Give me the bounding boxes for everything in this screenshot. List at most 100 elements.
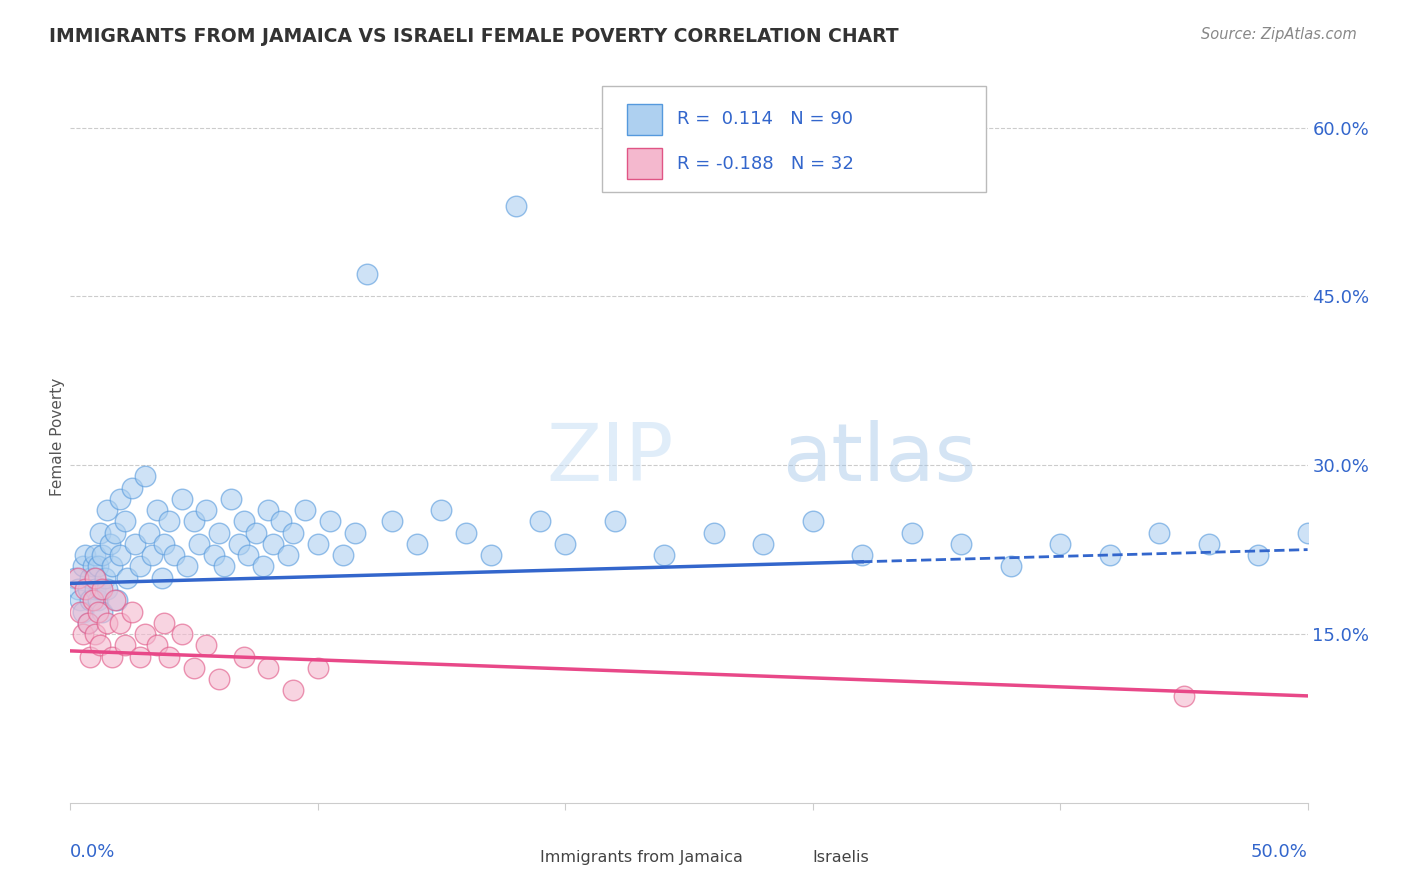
Point bbox=[79, 649, 101, 664]
Point bbox=[69, 593, 91, 607]
Point bbox=[91, 605, 114, 619]
Point bbox=[96, 503, 118, 517]
Y-axis label: Female Poverty: Female Poverty bbox=[49, 378, 65, 496]
Point bbox=[84, 571, 107, 585]
Point bbox=[307, 537, 329, 551]
Point bbox=[1247, 548, 1270, 562]
Point bbox=[294, 503, 316, 517]
Point bbox=[101, 559, 124, 574]
Point bbox=[86, 559, 108, 574]
Point bbox=[343, 525, 366, 540]
Point bbox=[89, 638, 111, 652]
Point bbox=[456, 525, 478, 540]
Point bbox=[121, 481, 143, 495]
Point bbox=[851, 548, 873, 562]
Point bbox=[66, 571, 89, 585]
Point bbox=[76, 615, 98, 630]
Point bbox=[96, 615, 118, 630]
Point bbox=[270, 515, 292, 529]
Point bbox=[153, 537, 176, 551]
Point bbox=[79, 571, 101, 585]
Point bbox=[138, 525, 160, 540]
Point bbox=[232, 515, 254, 529]
Point bbox=[277, 548, 299, 562]
Point bbox=[108, 548, 131, 562]
Point bbox=[183, 661, 205, 675]
Point bbox=[1000, 559, 1022, 574]
Point bbox=[801, 515, 824, 529]
Point bbox=[76, 615, 98, 630]
Point bbox=[554, 537, 576, 551]
Point bbox=[238, 548, 260, 562]
Point bbox=[307, 661, 329, 675]
Point bbox=[281, 683, 304, 698]
Point bbox=[153, 615, 176, 630]
Point bbox=[82, 559, 104, 574]
Point bbox=[76, 582, 98, 596]
Point bbox=[75, 582, 97, 596]
Point bbox=[430, 503, 453, 517]
Point bbox=[163, 548, 186, 562]
Point bbox=[146, 503, 169, 517]
Point bbox=[319, 515, 342, 529]
Point bbox=[91, 548, 114, 562]
Point bbox=[69, 605, 91, 619]
Point bbox=[121, 605, 143, 619]
Point bbox=[202, 548, 225, 562]
Point bbox=[195, 638, 218, 652]
Point bbox=[1049, 537, 1071, 551]
Point bbox=[257, 503, 280, 517]
Point bbox=[108, 491, 131, 506]
Point bbox=[89, 525, 111, 540]
Point bbox=[134, 469, 156, 483]
Point bbox=[104, 525, 127, 540]
Point bbox=[195, 503, 218, 517]
Point bbox=[86, 593, 108, 607]
Point bbox=[262, 537, 284, 551]
Point bbox=[245, 525, 267, 540]
Point bbox=[72, 559, 94, 574]
Text: ZIP: ZIP bbox=[547, 420, 673, 498]
Point bbox=[1098, 548, 1121, 562]
Point bbox=[183, 515, 205, 529]
Point bbox=[170, 491, 193, 506]
Point bbox=[252, 559, 274, 574]
Point bbox=[128, 559, 150, 574]
Point bbox=[84, 571, 107, 585]
Point bbox=[381, 515, 404, 529]
Point bbox=[257, 661, 280, 675]
Point bbox=[128, 649, 150, 664]
Point bbox=[98, 537, 121, 551]
Point bbox=[82, 593, 104, 607]
Point bbox=[96, 582, 118, 596]
Point bbox=[603, 515, 626, 529]
Point bbox=[1173, 689, 1195, 703]
Point bbox=[150, 571, 173, 585]
Point bbox=[114, 638, 136, 652]
Point bbox=[84, 627, 107, 641]
Point bbox=[188, 537, 211, 551]
Text: 50.0%: 50.0% bbox=[1251, 843, 1308, 861]
Point bbox=[101, 649, 124, 664]
Point bbox=[356, 267, 378, 281]
Point bbox=[703, 525, 725, 540]
Point bbox=[1198, 537, 1220, 551]
Bar bbox=[627, 103, 662, 135]
Point bbox=[79, 593, 101, 607]
Point bbox=[84, 548, 107, 562]
Point bbox=[529, 515, 551, 529]
Point bbox=[108, 615, 131, 630]
Point bbox=[91, 582, 114, 596]
Point bbox=[208, 672, 231, 686]
Point bbox=[212, 559, 235, 574]
Point bbox=[752, 537, 775, 551]
Point bbox=[134, 627, 156, 641]
Point bbox=[232, 649, 254, 664]
Point bbox=[72, 605, 94, 619]
Point bbox=[157, 515, 180, 529]
Point bbox=[114, 515, 136, 529]
Point bbox=[950, 537, 973, 551]
Point bbox=[66, 582, 89, 596]
Text: IMMIGRANTS FROM JAMAICA VS ISRAELI FEMALE POVERTY CORRELATION CHART: IMMIGRANTS FROM JAMAICA VS ISRAELI FEMAL… bbox=[49, 27, 898, 45]
Point bbox=[146, 638, 169, 652]
